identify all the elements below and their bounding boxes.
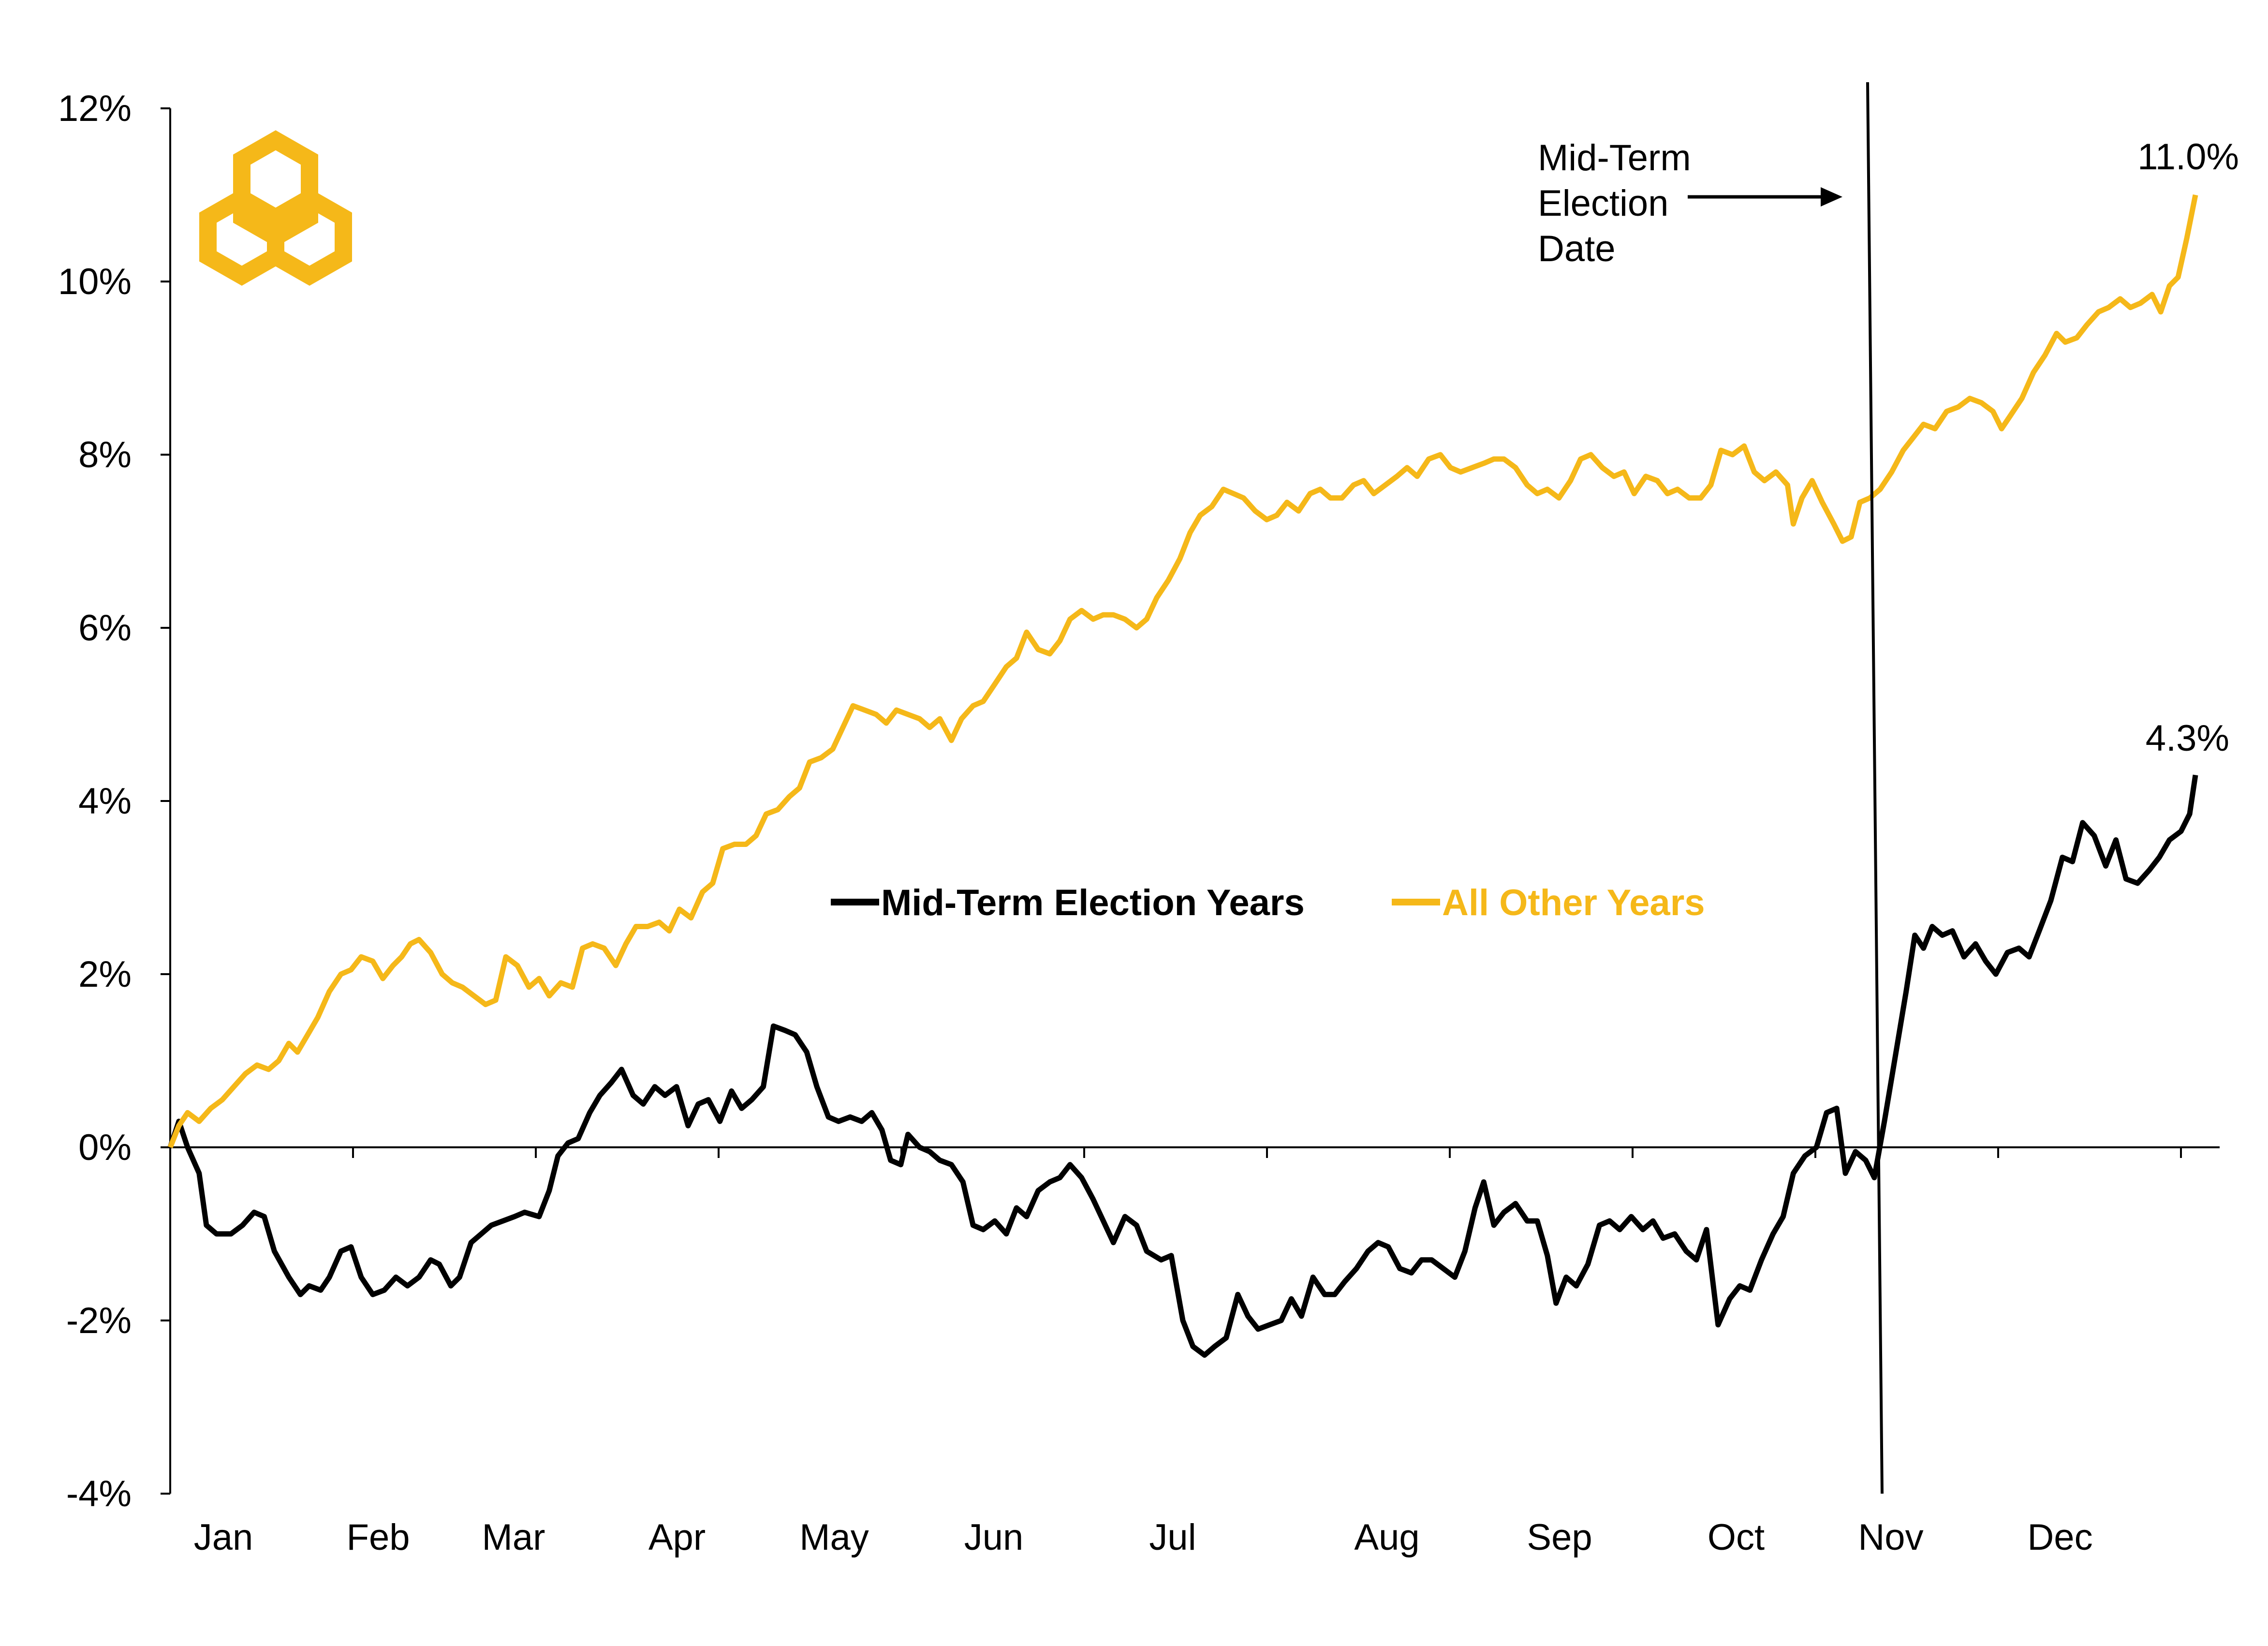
y-tick-label: 2% [78, 954, 132, 995]
x-tick-label: Jul [1149, 1517, 1196, 1558]
x-tick-label: Jan [194, 1517, 253, 1558]
y-tick-label: 4% [78, 781, 132, 822]
x-tick-label: Feb [347, 1517, 410, 1558]
y-tick-label: 12% [58, 88, 132, 129]
y-tick-label: 6% [78, 608, 132, 649]
series-line-mid-term-election-years [167, 774, 2198, 1358]
series-line-all-other-years [167, 194, 2198, 1149]
end-label-all-other-years: 11.0% [2137, 136, 2239, 178]
y-tick-label: -2% [66, 1300, 132, 1341]
y-tick-label: 0% [78, 1127, 132, 1168]
election-label-line-1: Mid-Term [1538, 137, 1691, 178]
legend: Mid-Term Election Years All Other Years [831, 882, 1705, 923]
election-label-line-3: Date [1538, 228, 1616, 269]
x-tick-label: Apr [648, 1517, 706, 1558]
logo-icon [199, 130, 352, 286]
election-date-line [1866, 82, 1884, 1494]
y-tick-label: 10% [58, 261, 132, 302]
legend-label-mid-term-election-years: Mid-Term Election Years [881, 882, 1305, 923]
x-tick-label: Nov [1858, 1517, 1923, 1558]
x-tick-label: May [799, 1517, 869, 1558]
election-arrowhead [1821, 187, 1842, 207]
x-tick-label: Aug [1354, 1517, 1419, 1558]
x-axis-labels: Jan Feb Mar Apr May Jun Jul Aug Sep Oct Nov Dec [194, 1517, 2093, 1558]
x-tick-label: Oct [1708, 1517, 1765, 1558]
x-tick-label: Mar [482, 1517, 545, 1558]
y-tick-label: 8% [78, 434, 132, 475]
x-tick-label: Sep [1527, 1517, 1592, 1558]
x-tick-label: Dec [2027, 1517, 2092, 1558]
axes [161, 107, 2220, 1495]
y-axis-labels: -4% -2% 0% 2% 4% 6% 8% 10% 12% [58, 88, 132, 1514]
x-tick-label: Jun [964, 1517, 1024, 1558]
legend-label-all-other-years: All Other Years [1442, 882, 1705, 923]
y-tick-label: -4% [66, 1473, 132, 1514]
election-label-line-2: Election [1538, 183, 1668, 224]
end-label-mid-term-election-years: 4.3% [2146, 718, 2229, 759]
